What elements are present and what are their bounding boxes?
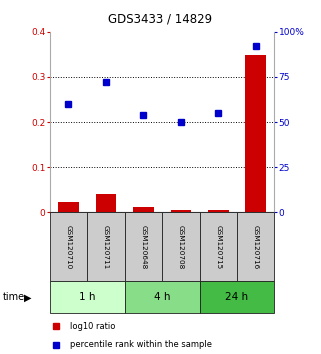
Bar — [125, 212, 162, 281]
Bar — [200, 281, 274, 313]
Bar — [125, 281, 200, 313]
Text: 1 h: 1 h — [79, 292, 95, 302]
Bar — [162, 212, 200, 281]
Bar — [50, 281, 125, 313]
Bar — [133, 207, 154, 212]
Text: GDS3433 / 14829: GDS3433 / 14829 — [108, 12, 213, 25]
Text: percentile rank within the sample: percentile rank within the sample — [70, 340, 212, 349]
Bar — [246, 55, 266, 212]
Text: GSM120715: GSM120715 — [215, 225, 221, 269]
Bar — [237, 212, 274, 281]
Text: GSM120711: GSM120711 — [103, 225, 109, 269]
Text: ▶: ▶ — [24, 292, 31, 302]
Bar — [208, 210, 229, 212]
Bar — [87, 212, 125, 281]
Text: GSM120648: GSM120648 — [140, 225, 146, 269]
Text: GSM120716: GSM120716 — [253, 225, 259, 269]
Text: GSM120708: GSM120708 — [178, 225, 184, 269]
Bar — [96, 194, 116, 212]
Text: GSM120710: GSM120710 — [65, 225, 72, 269]
Bar — [170, 210, 191, 212]
Text: 24 h: 24 h — [225, 292, 248, 302]
Bar — [58, 202, 79, 212]
Bar — [200, 212, 237, 281]
Text: 4 h: 4 h — [154, 292, 170, 302]
Text: time: time — [3, 292, 25, 302]
Text: log10 ratio: log10 ratio — [70, 322, 115, 331]
Bar — [50, 212, 87, 281]
